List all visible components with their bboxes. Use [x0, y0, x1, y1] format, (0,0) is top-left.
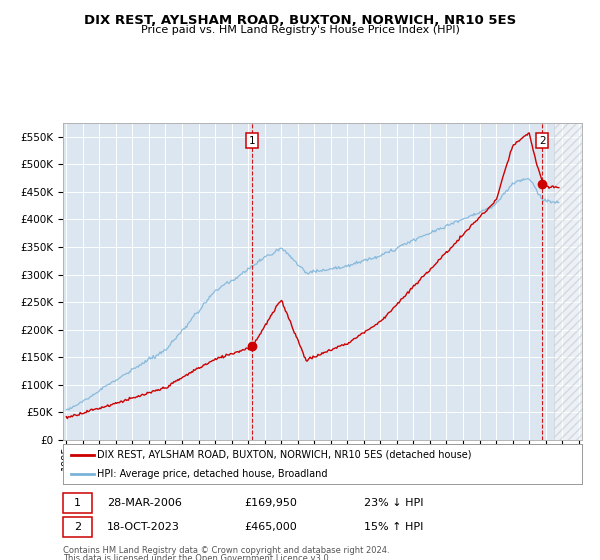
Text: Contains HM Land Registry data © Crown copyright and database right 2024.: Contains HM Land Registry data © Crown c… — [63, 546, 389, 555]
Text: HPI: Average price, detached house, Broadland: HPI: Average price, detached house, Broa… — [97, 469, 327, 478]
Text: DIX REST, AYLSHAM ROAD, BUXTON, NORWICH, NR10 5ES (detached house): DIX REST, AYLSHAM ROAD, BUXTON, NORWICH,… — [97, 450, 471, 460]
Text: £169,950: £169,950 — [245, 498, 298, 508]
Text: This data is licensed under the Open Government Licence v3.0.: This data is licensed under the Open Gov… — [63, 554, 331, 560]
Bar — [554, 123, 582, 440]
Text: £465,000: £465,000 — [245, 522, 298, 532]
Text: 18-OCT-2023: 18-OCT-2023 — [107, 522, 180, 532]
Text: 28-MAR-2006: 28-MAR-2006 — [107, 498, 182, 508]
Text: Price paid vs. HM Land Registry's House Price Index (HPI): Price paid vs. HM Land Registry's House … — [140, 25, 460, 35]
Text: 1: 1 — [74, 498, 81, 508]
FancyBboxPatch shape — [63, 517, 92, 538]
Text: 15% ↑ HPI: 15% ↑ HPI — [364, 522, 424, 532]
Text: 23% ↓ HPI: 23% ↓ HPI — [364, 498, 424, 508]
Text: DIX REST, AYLSHAM ROAD, BUXTON, NORWICH, NR10 5ES: DIX REST, AYLSHAM ROAD, BUXTON, NORWICH,… — [84, 14, 516, 27]
FancyBboxPatch shape — [63, 493, 92, 514]
Text: 1: 1 — [249, 136, 256, 146]
Text: 2: 2 — [74, 522, 81, 532]
Text: 2: 2 — [539, 136, 545, 146]
